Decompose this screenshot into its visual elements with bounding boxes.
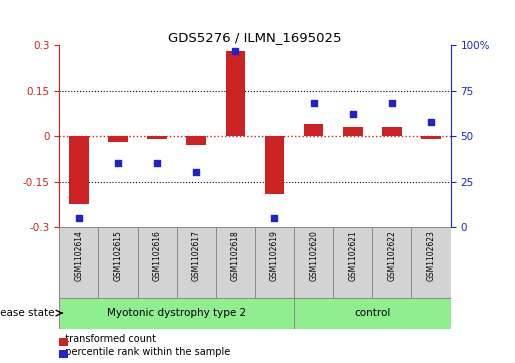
- Text: GSM1102621: GSM1102621: [348, 231, 357, 281]
- Title: GDS5276 / ILMN_1695025: GDS5276 / ILMN_1695025: [168, 31, 341, 44]
- Text: GSM1102620: GSM1102620: [309, 231, 318, 281]
- Bar: [69, 136, 89, 204]
- Bar: [177, 227, 216, 298]
- Bar: [421, 136, 441, 139]
- Bar: [98, 227, 138, 298]
- Text: GSM1102619: GSM1102619: [270, 231, 279, 281]
- Text: GSM1102615: GSM1102615: [113, 231, 123, 281]
- Bar: [343, 127, 363, 136]
- Bar: [147, 136, 167, 139]
- Point: [310, 101, 318, 106]
- Point: [270, 215, 279, 221]
- Point: [388, 101, 396, 106]
- Bar: [265, 136, 284, 193]
- Point: [427, 119, 435, 125]
- Text: GSM1102618: GSM1102618: [231, 231, 240, 281]
- Bar: [226, 52, 245, 136]
- Bar: [333, 227, 372, 298]
- Point: [153, 160, 161, 166]
- Bar: [382, 127, 402, 136]
- Bar: [411, 227, 451, 298]
- Bar: [372, 227, 411, 298]
- Text: GSM1102623: GSM1102623: [426, 231, 436, 281]
- Bar: [304, 124, 323, 136]
- Bar: [108, 136, 128, 142]
- Text: GSM1102617: GSM1102617: [192, 231, 201, 281]
- Text: GSM1102614: GSM1102614: [74, 231, 83, 281]
- Bar: [255, 227, 294, 298]
- Bar: [138, 227, 177, 298]
- Text: GSM1102622: GSM1102622: [387, 231, 397, 281]
- Text: Myotonic dystrophy type 2: Myotonic dystrophy type 2: [107, 308, 246, 318]
- Point: [231, 48, 239, 54]
- Text: percentile rank within the sample: percentile rank within the sample: [59, 347, 231, 357]
- Point: [349, 111, 357, 117]
- Text: transformed count: transformed count: [59, 334, 156, 344]
- Bar: [294, 227, 333, 298]
- Text: control: control: [354, 308, 390, 318]
- Bar: [186, 136, 206, 145]
- Bar: [59, 227, 98, 298]
- Bar: [216, 227, 255, 298]
- Point: [192, 170, 200, 175]
- Point: [114, 160, 122, 166]
- Text: disease state: disease state: [0, 308, 54, 318]
- Point: [75, 215, 83, 221]
- Bar: [294, 298, 451, 329]
- Bar: [59, 298, 294, 329]
- Text: GSM1102616: GSM1102616: [152, 231, 162, 281]
